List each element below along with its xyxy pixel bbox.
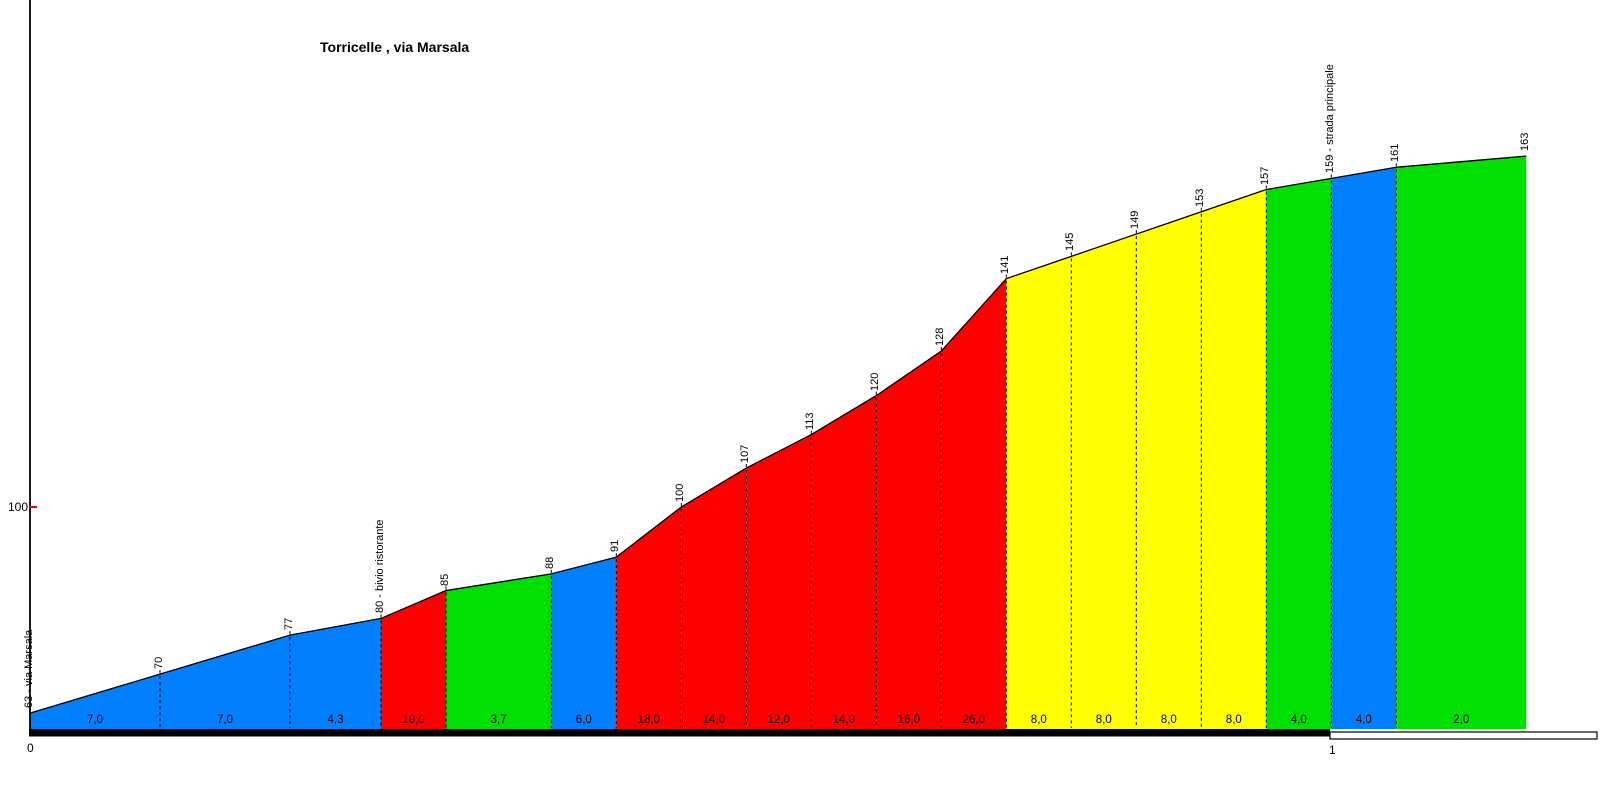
gradient-label: 16,0 <box>897 714 920 726</box>
gradient-label: 14,0 <box>702 714 725 726</box>
gradient-label: 7,0 <box>87 714 103 726</box>
profile-segment <box>30 674 160 729</box>
elevation-label: 157 <box>1259 166 1272 185</box>
gradient-label: 8,0 <box>1160 714 1177 726</box>
elevation-label: 77 <box>283 617 295 631</box>
elevation-label: 107 <box>739 444 752 463</box>
profile-segment <box>681 468 747 729</box>
elevation-label: 120 <box>869 372 882 391</box>
gradient-label: 26,0 <box>962 714 985 726</box>
profile-segment <box>1071 234 1137 729</box>
gradient-label: 4,0 <box>1355 714 1372 726</box>
elevation-label: 161 <box>1389 143 1402 163</box>
profile-segment <box>290 618 381 729</box>
gradient-label: 18,0 <box>637 714 660 726</box>
x-axis-bar-km0 <box>29 729 1330 737</box>
gradient-label: 12,0 <box>767 714 790 726</box>
profile-segment <box>941 278 1007 729</box>
gradient-label: 3,7 <box>490 714 507 726</box>
profile-segment <box>1006 256 1072 729</box>
gradient-label: 8,0 <box>1225 714 1242 726</box>
elevation-label: 63 - via Marsala <box>23 629 35 709</box>
elevation-label: 163 <box>1519 132 1532 152</box>
profile-segment <box>1201 189 1267 729</box>
elevation-label: 80 - bivio ristorante <box>374 519 386 614</box>
gradient-label: 4,0 <box>1290 714 1307 726</box>
profile-segment <box>446 573 552 729</box>
x-axis-bar-km1 <box>1329 731 1598 740</box>
gradient-label: 8,0 <box>1030 714 1047 726</box>
profile-segment <box>551 557 617 729</box>
gradient-label: 2,0 <box>1453 714 1470 726</box>
profile-segment <box>746 434 812 729</box>
profile-segment <box>160 635 290 729</box>
elevation-label: 141 <box>999 255 1012 274</box>
elevation-label: 113 <box>804 412 817 430</box>
elevation-label: 159 - strada principale <box>1324 64 1337 174</box>
elevation-label: 100 <box>674 483 687 502</box>
gradient-label: 8,0 <box>1095 714 1112 726</box>
profile-segment <box>616 507 682 729</box>
chart-title: Torricelle , via Marsala <box>320 39 470 55</box>
profile-segment <box>1266 178 1332 729</box>
elevation-label: 145 <box>1064 232 1077 252</box>
profile-segment <box>1396 156 1527 730</box>
elevation-label: 149 <box>1129 210 1142 230</box>
profile-segment <box>811 395 877 729</box>
elevation-label: 88 <box>544 556 557 569</box>
profile-segment <box>1136 211 1202 730</box>
elevation-label: 85 <box>439 573 451 586</box>
y-axis-tick-label: 100 <box>7 500 28 514</box>
elevation-label: 91 <box>609 539 622 553</box>
profile-segment <box>381 590 446 729</box>
gradient-label: 10,0 <box>402 714 425 726</box>
gradient-label: 4,3 <box>327 714 344 726</box>
elevation-label: 128 <box>934 327 947 347</box>
elevation-label: 153 <box>1194 188 1207 207</box>
x-axis-tick-label-1: 1 <box>1329 743 1336 757</box>
gradient-label: 6,0 <box>575 714 592 726</box>
gradient-label: 14,0 <box>832 714 855 726</box>
elevation-surface-line <box>29 155 1527 714</box>
profile-segment <box>876 351 942 729</box>
x-axis-tick-label-0: 0 <box>27 741 34 755</box>
gradient-label: 7,0 <box>217 714 233 726</box>
elevation-label: 70 <box>153 656 165 670</box>
profile-segment <box>1331 167 1397 730</box>
